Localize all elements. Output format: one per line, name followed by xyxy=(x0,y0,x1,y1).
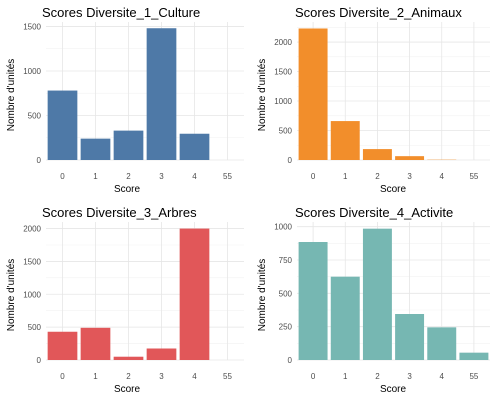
y-axis-label: Nombre d'unités xyxy=(6,59,17,132)
y-tick-label: 0 xyxy=(288,156,293,165)
x-tick-label: 55 xyxy=(223,172,232,181)
x-tick-label: 2 xyxy=(126,172,131,181)
y-tick-label: 1000 xyxy=(274,97,292,106)
x-axis-label: Score xyxy=(380,384,407,395)
plot-area-1: 0 500 1000 1500 0 1 2 3 4 55 xyxy=(23,22,244,181)
y-tick-label: 500 xyxy=(279,289,293,298)
y-tick-label: 750 xyxy=(279,256,293,265)
chart-title: Scores Diversite_3_Arbres xyxy=(42,205,197,220)
chart-title: Scores Diversite_2_Animaux xyxy=(295,5,462,20)
bar-3 xyxy=(146,348,177,360)
chart-title: Scores Diversite_1_Culture xyxy=(42,5,200,20)
y-tick-label: 500 xyxy=(279,127,293,136)
chart-panel-1: Scores Diversite_1_Culture Score Nombre … xyxy=(6,5,200,195)
bar-1 xyxy=(80,327,111,360)
x-tick-label: 2 xyxy=(375,372,380,381)
y-tick-label: 500 xyxy=(28,323,42,332)
chart-panel-3: Scores Diversite_3_Arbres Score Nombre d… xyxy=(6,205,197,395)
bar-55 xyxy=(459,352,489,360)
chart-panel-2: Scores Diversite_2_Animaux Score Nombre … xyxy=(257,5,462,195)
y-tick-label: 2000 xyxy=(23,225,41,234)
x-tick-label: 2 xyxy=(375,172,380,181)
bar-0 xyxy=(298,28,328,160)
bar-4 xyxy=(179,133,210,160)
y-tick-label: 0 xyxy=(37,356,42,365)
x-tick-label: 0 xyxy=(311,172,316,181)
y-tick-label: 0 xyxy=(37,156,42,165)
x-tick-label: 3 xyxy=(159,172,164,181)
bar-3 xyxy=(395,314,425,360)
x-tick-label: 1 xyxy=(93,172,98,181)
bar-3 xyxy=(146,28,177,161)
bar-1 xyxy=(330,276,360,360)
bar-0 xyxy=(47,331,78,360)
y-tick-label: 250 xyxy=(279,323,293,332)
x-tick-label: 3 xyxy=(407,172,412,181)
x-tick-label: 0 xyxy=(60,372,65,381)
bar-0 xyxy=(298,242,328,360)
x-tick-label: 55 xyxy=(223,372,232,381)
y-tick-label: 1500 xyxy=(23,257,41,266)
chart-title: Scores Diversite_4_Activite xyxy=(295,205,453,220)
bar-1 xyxy=(330,121,360,160)
y-tick-label: 0 xyxy=(288,356,293,365)
x-tick-label: 1 xyxy=(343,372,348,381)
bar-2 xyxy=(113,356,144,360)
y-tick-label: 1500 xyxy=(23,22,41,31)
plot-area-3: 0 500 1000 1500 2000 0 1 2 3 4 55 xyxy=(23,222,244,381)
x-tick-label: 4 xyxy=(192,372,197,381)
x-tick-label: 0 xyxy=(311,372,316,381)
x-tick-label: 3 xyxy=(407,372,412,381)
y-axis-label: Nombre d'unités xyxy=(257,259,268,332)
x-tick-label: 1 xyxy=(93,372,98,381)
x-tick-label: 3 xyxy=(159,372,164,381)
y-tick-label: 1000 xyxy=(274,223,292,232)
x-axis-label: Score xyxy=(380,184,407,195)
x-tick-label: 0 xyxy=(60,172,65,181)
x-axis-label: Score xyxy=(114,384,141,395)
y-tick-label: 1000 xyxy=(23,67,41,76)
bar-4 xyxy=(427,327,457,360)
x-axis-label: Score xyxy=(114,184,141,195)
x-tick-label: 2 xyxy=(126,372,131,381)
bar-2 xyxy=(362,149,392,160)
x-tick-label: 4 xyxy=(440,372,445,381)
bar-4 xyxy=(179,228,210,360)
x-tick-label: 55 xyxy=(469,172,478,181)
x-tick-label: 4 xyxy=(440,172,445,181)
bar-3 xyxy=(395,156,425,160)
bar-2 xyxy=(362,228,392,360)
x-tick-label: 1 xyxy=(343,172,348,181)
y-tick-label: 1500 xyxy=(274,68,292,77)
x-tick-label: 55 xyxy=(469,372,478,381)
plot-area-2: 0 500 1000 1500 2000 0 1 2 3 4 55 xyxy=(274,22,490,181)
x-tick-label: 4 xyxy=(192,172,197,181)
bar-1 xyxy=(80,138,111,160)
y-tick-label: 2000 xyxy=(274,38,292,47)
plot-area-4: 0 250 500 750 1000 0 1 2 3 4 55 xyxy=(274,222,490,381)
bar-2 xyxy=(113,130,144,160)
y-axis-label: Nombre d'unités xyxy=(257,59,268,132)
y-tick-label: 500 xyxy=(28,111,42,120)
y-tick-label: 1000 xyxy=(23,290,41,299)
bar-0 xyxy=(47,90,78,160)
y-axis-label: Nombre d'unités xyxy=(6,259,17,332)
chart-panel-4: Scores Diversite_4_Activite Score Nombre… xyxy=(257,205,453,395)
